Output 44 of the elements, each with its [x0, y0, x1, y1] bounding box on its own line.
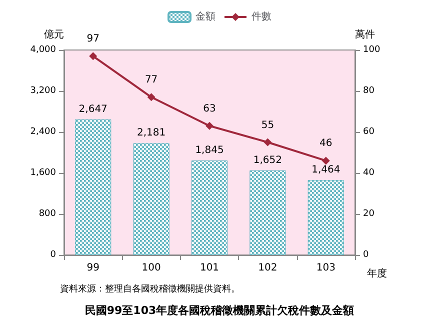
- point: [264, 138, 272, 146]
- source-note: 資料來源：整理自各國稅稽徵機關提供資料。: [60, 284, 240, 294]
- data-label: 2,181: [136, 128, 166, 139]
- x-tick-label: 101: [200, 262, 220, 274]
- y2-tick-label: 20: [363, 209, 375, 219]
- y-tick-label: 0: [50, 250, 56, 260]
- y-axis-title: 億元: [44, 28, 64, 40]
- point: [206, 122, 214, 130]
- point: [89, 52, 98, 60]
- x-axis-title: 年度: [367, 268, 387, 280]
- bar: [250, 170, 286, 255]
- y2-axis-title: 萬件: [355, 28, 375, 40]
- y-tick-label: 1,600: [30, 168, 56, 178]
- y-tick-label: 3,200: [30, 86, 56, 96]
- y2-tick-label: 100: [363, 45, 380, 55]
- bar: [191, 160, 228, 255]
- x-tick-label: 99: [86, 262, 100, 274]
- data-label: 97: [86, 34, 100, 45]
- y2-tick-label: 80: [363, 86, 375, 96]
- x-tick-label: 103: [316, 262, 336, 274]
- y2-tick-label: 40: [363, 168, 375, 178]
- data-label: 1,845: [195, 144, 224, 156]
- bar: [75, 119, 112, 255]
- data-label: 1,652: [253, 154, 282, 166]
- y-tick-label: 2,400: [30, 127, 56, 137]
- legend-label: 金額: [196, 10, 216, 22]
- x-tick-label: 102: [258, 262, 278, 274]
- text: 民國99至103年度各國稅稽徵機關累計欠稅件數及金額: [84, 304, 354, 317]
- x-tick-label: 100: [142, 262, 161, 274]
- y-tick-label: 4,000: [30, 45, 56, 55]
- data-label: 1,464: [312, 164, 340, 176]
- data-label: 2,647: [78, 104, 108, 115]
- data-label: 77: [144, 74, 158, 86]
- data-label: 55: [261, 120, 274, 131]
- bar: [308, 180, 344, 255]
- y2-tick-label: 60: [363, 127, 375, 137]
- y2-tick-label: 0: [363, 250, 369, 260]
- y-tick-label: 800: [38, 209, 56, 219]
- data-label: 63: [203, 103, 216, 114]
- data-label: 46: [320, 138, 332, 150]
- legend-label: 件數: [252, 10, 272, 22]
- point: [147, 93, 156, 102]
- point: [322, 156, 330, 165]
- bar: [133, 143, 170, 255]
